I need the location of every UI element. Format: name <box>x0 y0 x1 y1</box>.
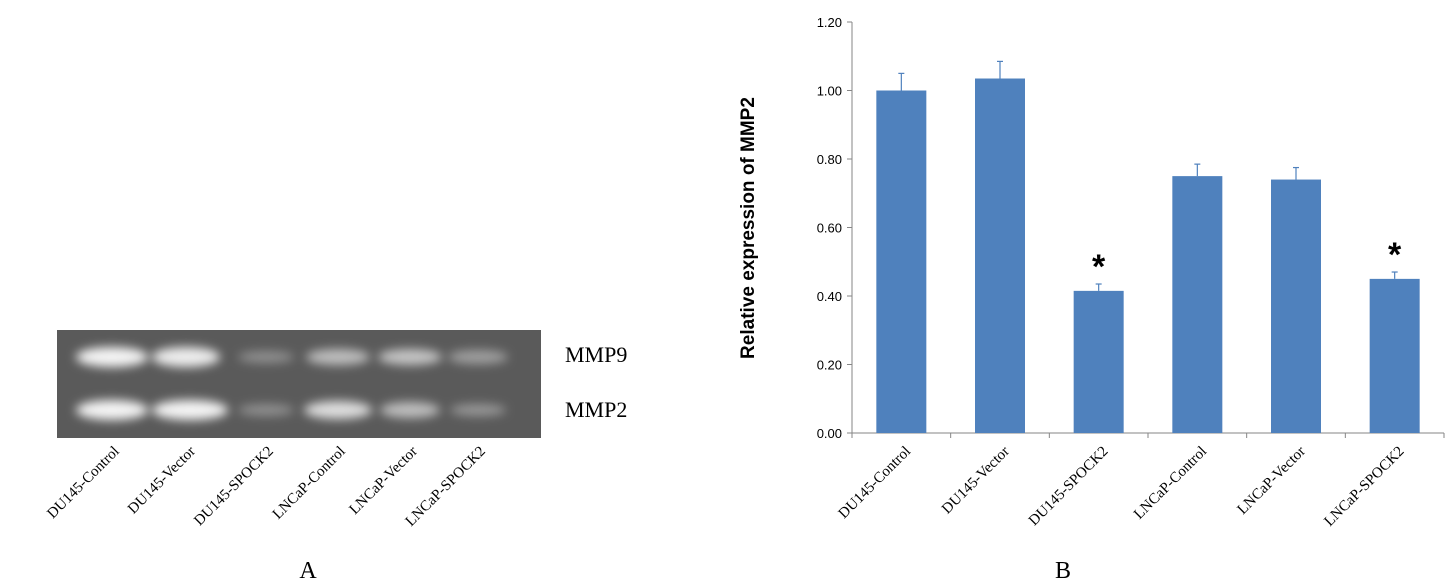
band <box>76 400 148 420</box>
band-label: MMP9 <box>565 342 627 367</box>
panel-label: B <box>1055 558 1071 581</box>
x-tick-label: LNCaP-Vector <box>1234 444 1308 518</box>
x-tick-label: LNCaP-SPOCK2 <box>1321 444 1407 530</box>
lane-label: LNCaP-Vector <box>346 444 420 518</box>
band <box>448 350 508 364</box>
band <box>152 347 220 367</box>
band <box>238 351 294 363</box>
y-tick-label: 0.00 <box>817 426 842 441</box>
band <box>152 400 228 420</box>
band <box>380 402 440 418</box>
band <box>304 401 372 419</box>
band <box>76 347 148 367</box>
bar <box>1074 291 1124 433</box>
lane-label: DU145-Vector <box>125 444 199 518</box>
y-axis-label: Relative expression of MMP2 <box>738 97 759 359</box>
x-tick-label: DU145-SPOCK2 <box>1026 444 1112 530</box>
band <box>450 404 506 416</box>
band <box>238 404 294 416</box>
significance-marker: * <box>1388 236 1402 274</box>
band <box>306 349 370 365</box>
bar <box>876 91 926 434</box>
y-tick-label: 1.00 <box>817 84 842 99</box>
gel-background <box>57 330 541 438</box>
bar <box>1271 180 1321 433</box>
y-tick-label: 0.80 <box>817 152 842 167</box>
lane-label: DU145-SPOCK2 <box>191 444 277 530</box>
y-tick-label: 1.20 <box>817 15 842 30</box>
lane-label: LNCaP-Control <box>270 444 349 523</box>
panel-label: A <box>299 558 317 581</box>
y-tick-label: 0.20 <box>817 358 842 373</box>
y-tick-label: 0.60 <box>817 221 842 236</box>
bar <box>975 79 1025 433</box>
bar <box>1370 279 1420 433</box>
bar <box>1172 176 1222 433</box>
x-tick-label: LNCaP-Control <box>1131 444 1210 523</box>
gel-image <box>57 330 541 438</box>
y-tick-label: 0.40 <box>817 289 842 304</box>
x-tick-label: DU145-Control <box>836 444 914 522</box>
band <box>378 349 442 365</box>
figure: MMP9 MMP2 A B Relative expression of MMP… <box>0 0 1446 581</box>
x-tick-label: DU145-Vector <box>939 444 1013 518</box>
band-label: MMP2 <box>565 397 627 422</box>
lane-label: DU145-Control <box>44 444 122 522</box>
significance-marker: * <box>1092 248 1106 286</box>
